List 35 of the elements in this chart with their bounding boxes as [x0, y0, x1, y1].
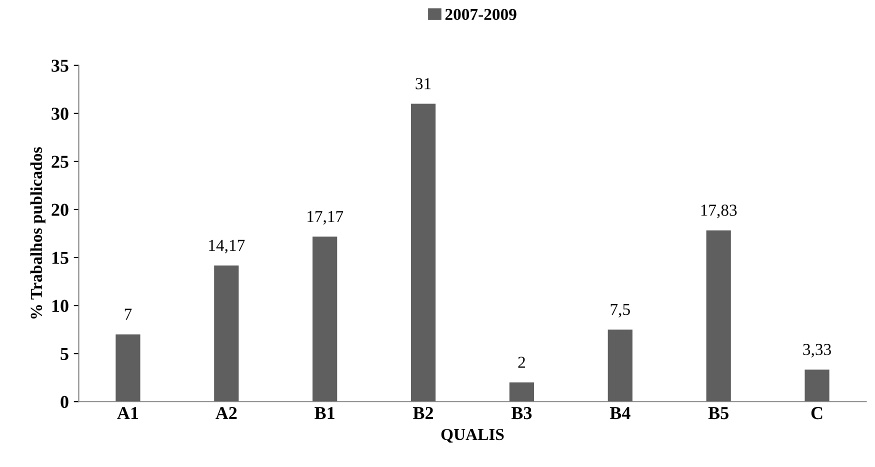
bar [804, 370, 830, 402]
data-label: 7,5 [610, 304, 630, 318]
y-tick-label: 0 [60, 396, 68, 408]
y-tick-label: 30 [52, 108, 68, 120]
y-tick-label: 25 [52, 156, 68, 168]
x-tick-label: B2 [413, 407, 434, 420]
x-tick-label: C [811, 407, 822, 420]
bar [608, 330, 632, 402]
bar [214, 265, 239, 402]
y-tick-label: 5 [60, 348, 68, 360]
data-label: 17,17 [308, 211, 344, 225]
y-tick-label: 10 [52, 300, 68, 312]
y-tick-label: 20 [52, 204, 68, 216]
bar [312, 236, 338, 402]
legend-label: 2007-2009 [445, 8, 516, 20]
x-axis-title: QUALIS [441, 428, 504, 443]
y-tick-label: 35 [52, 60, 68, 72]
x-tick-label: B5 [708, 407, 728, 420]
bar [509, 382, 534, 402]
x-tick-label: A1 [117, 407, 138, 420]
x-tick-label: A2 [216, 407, 237, 420]
x-tick-label: B1 [314, 407, 334, 420]
y-axis-title: % Trabalhos publicados [30, 147, 46, 319]
data-label: 7 [124, 308, 132, 320]
y-tick-label: 15 [52, 252, 68, 264]
bar [706, 230, 731, 402]
data-label: 2 [518, 356, 525, 368]
x-tick-label: B3 [511, 407, 532, 420]
data-label: 31 [416, 78, 431, 90]
x-tick-label: B4 [610, 407, 630, 420]
bar [410, 104, 436, 402]
data-label: 14,17 [209, 240, 245, 254]
data-label: 3,33 [803, 344, 831, 358]
bar [116, 334, 140, 402]
data-label: 17,83 [701, 204, 737, 218]
